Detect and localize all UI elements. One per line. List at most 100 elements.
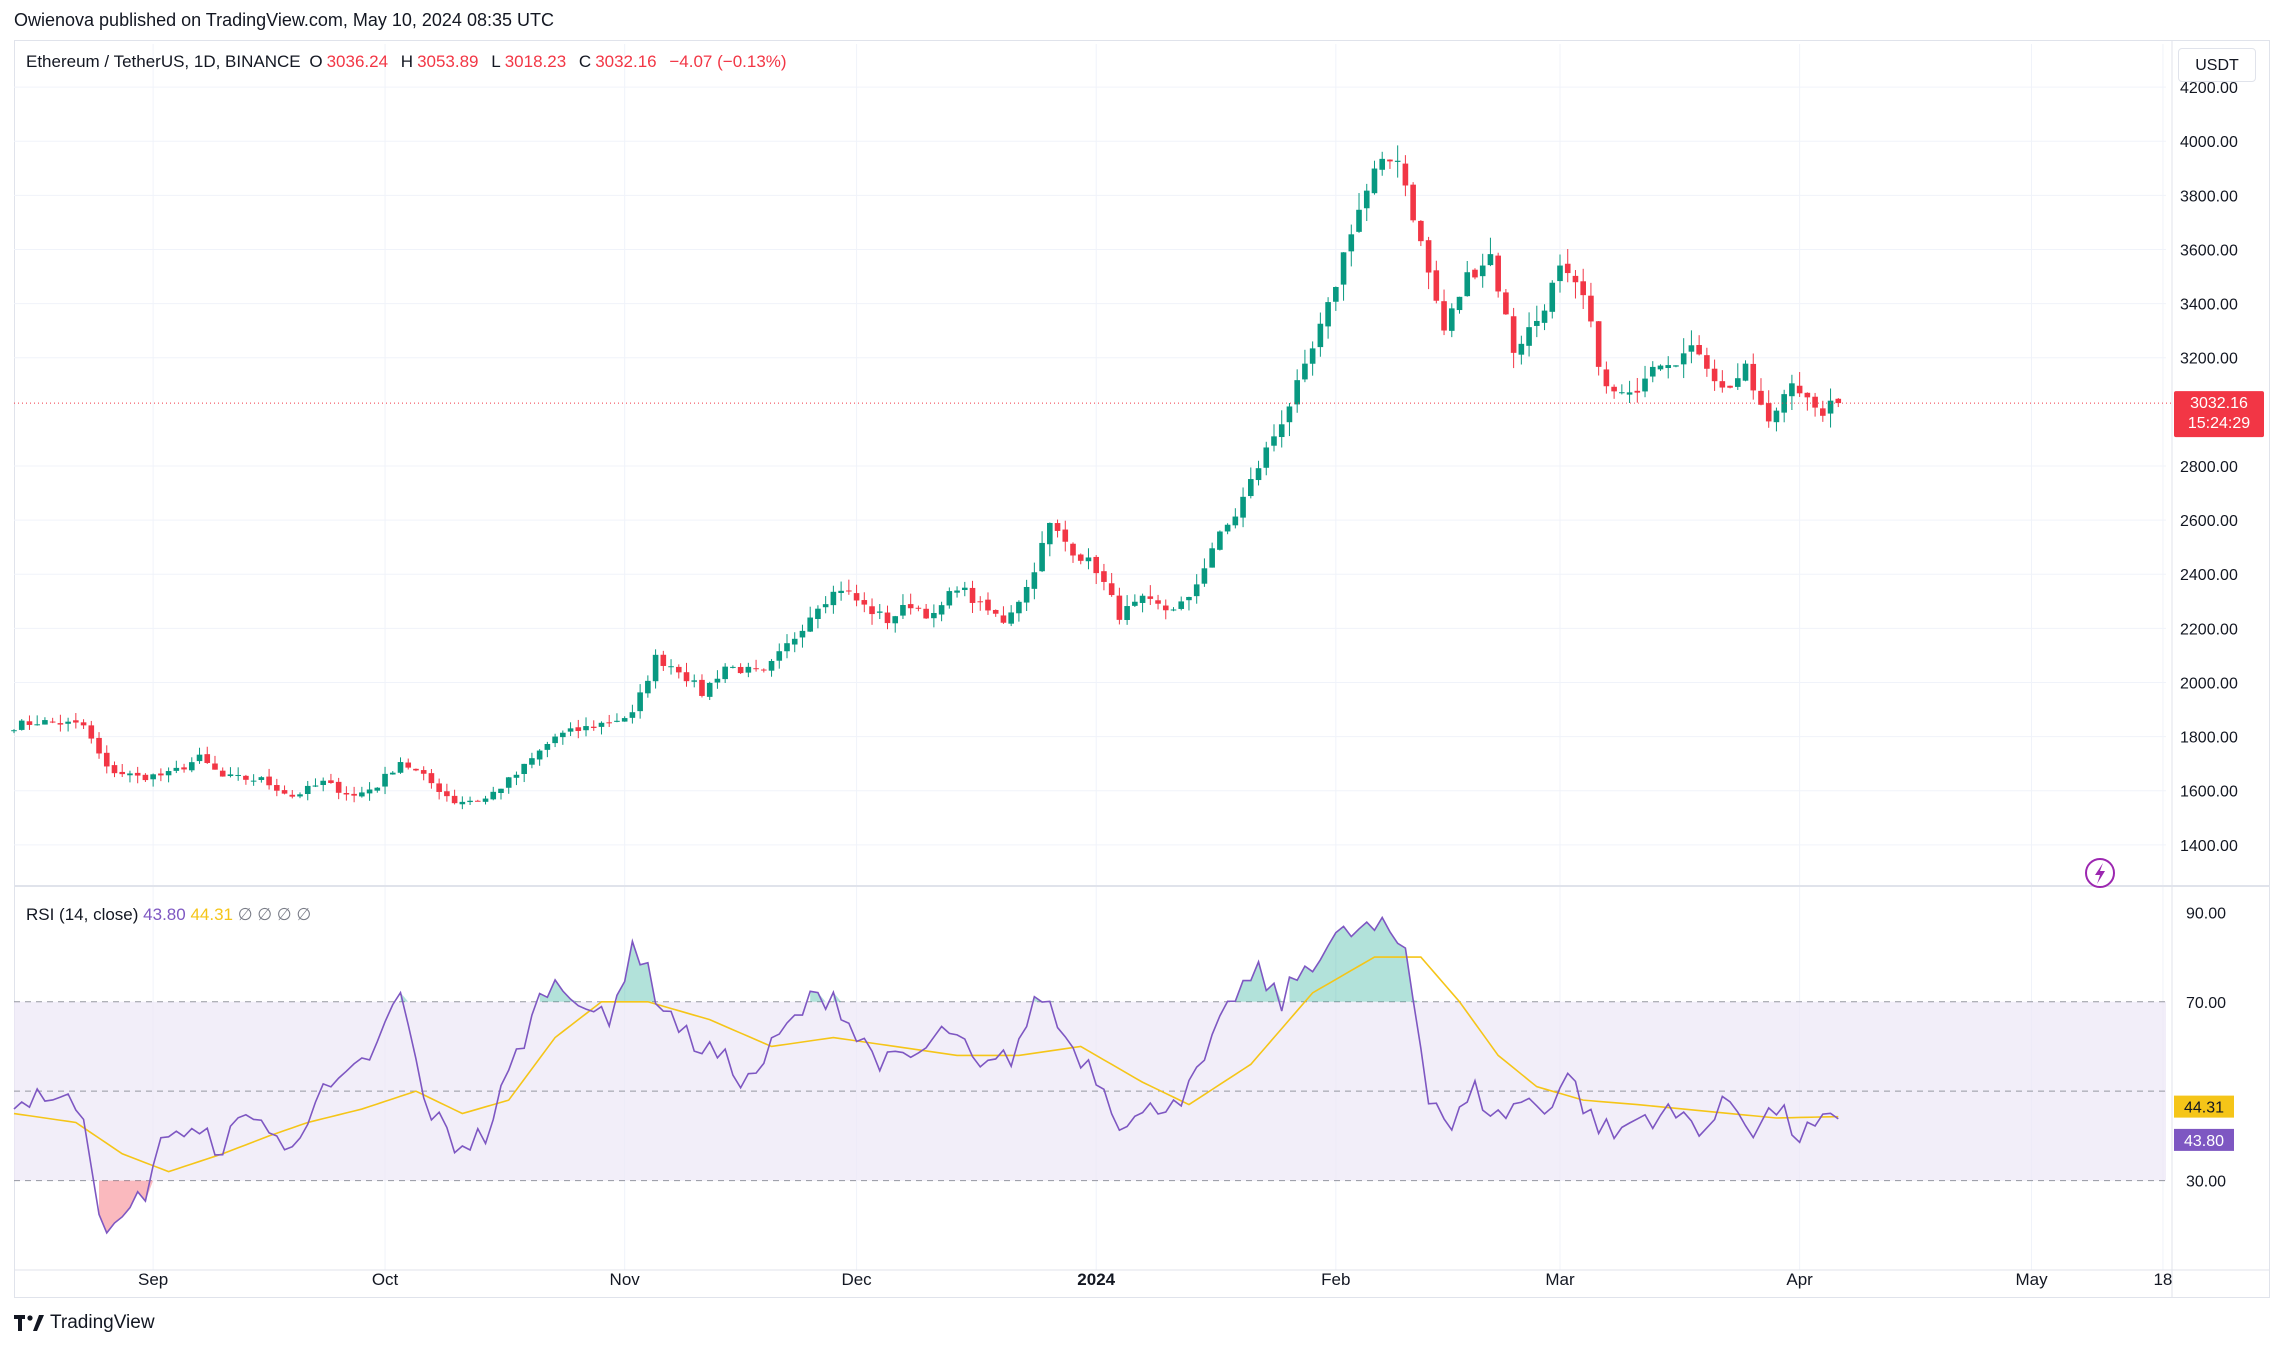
candle-body — [73, 720, 79, 723]
candle-body — [11, 730, 17, 732]
candle — [1047, 522, 1053, 557]
candle — [830, 585, 837, 614]
candle — [730, 665, 736, 669]
candle-body — [560, 732, 566, 738]
price-tick-label: 1800.00 — [2180, 730, 2238, 747]
candle — [1147, 585, 1154, 605]
candle — [583, 717, 589, 737]
candle — [1603, 361, 1610, 394]
candle — [1387, 159, 1393, 169]
candle-body — [1572, 275, 1579, 283]
candle — [1441, 289, 1447, 336]
candle — [1619, 384, 1625, 395]
candle-body — [1054, 523, 1061, 531]
candle-body — [420, 770, 427, 774]
candle-body — [1047, 522, 1053, 545]
candle-body — [536, 750, 543, 760]
candle-body — [1193, 584, 1200, 597]
candle-body — [1286, 406, 1293, 423]
candle — [80, 719, 87, 730]
candle — [961, 581, 968, 597]
candle-body — [1255, 468, 1262, 481]
candle-body — [575, 727, 582, 731]
candle — [227, 767, 234, 778]
countdown-value: 15:24:29 — [2188, 415, 2250, 432]
candle-body — [1178, 601, 1185, 609]
candle — [529, 752, 535, 769]
candle — [1503, 289, 1509, 315]
candle-body — [567, 728, 574, 732]
rsi-tick-label: 70.00 — [2186, 995, 2226, 1012]
candle-body — [1765, 403, 1772, 422]
candle — [1348, 224, 1355, 267]
candle-body — [26, 721, 33, 725]
time-tick-label: Sep — [138, 1270, 168, 1289]
candle — [389, 771, 396, 775]
candle — [1541, 304, 1548, 331]
candle-body — [1294, 380, 1300, 405]
chart-frame — [14, 40, 2270, 1298]
candle — [923, 604, 929, 619]
candle-body — [1603, 369, 1610, 387]
candle-body — [142, 774, 149, 781]
candle-body — [776, 651, 783, 661]
change-value: −4.07 (−0.13%) — [669, 52, 787, 71]
candle-body — [219, 770, 226, 777]
ohlc-legend: Ethereum / TetherUS, 1D, BINANCE O 3036.2… — [26, 52, 791, 72]
rsi-ma-badge-value: 44.31 — [2184, 1100, 2224, 1117]
candle — [1116, 587, 1123, 625]
candle — [1657, 364, 1664, 371]
open-label: O — [309, 52, 323, 71]
tradingview-brand[interactable]: TradingView — [14, 1312, 155, 1334]
candle — [606, 714, 613, 727]
candle — [320, 777, 326, 792]
candle-body — [1456, 296, 1463, 311]
candle-body — [799, 630, 806, 638]
candle — [892, 615, 899, 633]
candle-body — [1333, 287, 1339, 302]
candle-body — [606, 722, 613, 724]
candle-body — [583, 726, 589, 731]
candle-body — [1781, 394, 1787, 413]
candle — [900, 594, 906, 619]
candle — [614, 713, 620, 723]
candle-body — [892, 616, 899, 624]
candle — [1464, 260, 1471, 297]
candle — [706, 681, 713, 701]
candle-body — [815, 608, 821, 619]
candle-body — [173, 767, 180, 771]
candle — [1758, 378, 1764, 406]
candle — [1255, 460, 1262, 486]
candle-body — [1371, 168, 1378, 194]
candle — [413, 768, 419, 772]
candle-body — [521, 763, 527, 774]
price-tick-label: 2400.00 — [2180, 567, 2238, 584]
candle — [1765, 390, 1772, 428]
candle-body — [985, 599, 991, 611]
candle — [1271, 424, 1277, 452]
candle — [1796, 372, 1803, 397]
candle — [266, 768, 272, 790]
candle-body — [258, 777, 265, 780]
candle-body — [505, 777, 512, 788]
currency-unit-button[interactable]: USDT — [2178, 48, 2256, 82]
candle — [799, 624, 806, 648]
candle-body — [103, 752, 110, 767]
candle-body — [1588, 295, 1594, 322]
candle — [1634, 377, 1641, 403]
candle-body — [1271, 436, 1277, 446]
candle-body — [312, 785, 319, 787]
candle-body — [1325, 302, 1331, 327]
candle-body — [1240, 496, 1246, 518]
close-label: C — [578, 52, 592, 71]
candle-body — [869, 606, 875, 615]
rsi-title[interactable]: RSI (14, close) — [26, 905, 139, 924]
symbol-title[interactable]: Ethereum / TetherUS, 1D, BINANCE — [26, 52, 301, 71]
candle-body — [675, 666, 682, 673]
candle — [861, 592, 868, 613]
candle — [768, 658, 775, 677]
open-value: O 3036.24 — [309, 52, 392, 71]
open-number: 3036.24 — [326, 52, 389, 71]
candle-body — [1510, 316, 1517, 353]
